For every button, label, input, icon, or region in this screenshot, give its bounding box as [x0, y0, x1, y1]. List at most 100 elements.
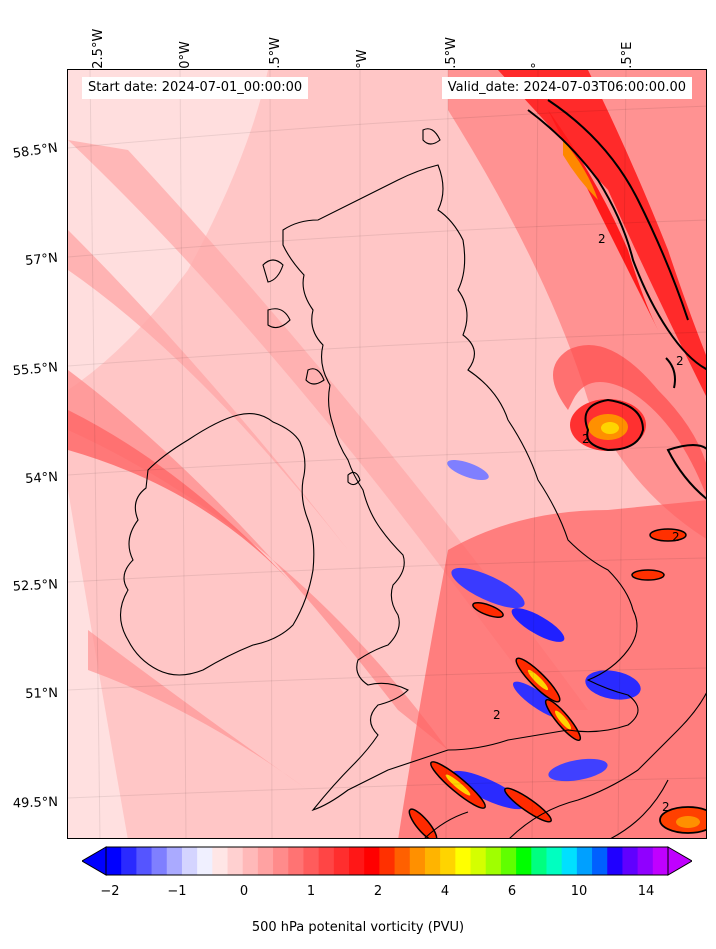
- colorbar-segment: [652, 847, 669, 875]
- lat-label-54n: 54°N: [24, 469, 59, 488]
- lat-label-51n: 51°N: [24, 685, 59, 703]
- colorbar-segment: [607, 847, 623, 875]
- pv-negative-patch: [451, 770, 525, 810]
- colorbar-segment: [288, 847, 304, 875]
- colorbar-segment: [546, 847, 563, 875]
- colorbar-segment: [516, 847, 532, 875]
- pv-map: [68, 70, 706, 838]
- colorbar-tick-label: 10: [570, 884, 588, 899]
- pv-positive-streak: [649, 528, 687, 542]
- pv-light-region-sw: [68, 490, 128, 838]
- coast-france: [509, 692, 706, 838]
- colorbar-segment: [394, 847, 411, 875]
- colorbar-tick-label: −2: [100, 884, 120, 899]
- colorbar-segment: [166, 847, 183, 875]
- lat-label-58.5n: 58.5°N: [11, 140, 59, 162]
- colorbar-segment: [106, 847, 122, 875]
- colorbar-segment: [197, 847, 213, 875]
- coast-island: [267, 308, 291, 329]
- colorbar-segment: [273, 847, 289, 875]
- colorbar-segment: [485, 847, 502, 875]
- pv-band-4: [68, 230, 348, 550]
- pv-positive-streak-core: [676, 816, 700, 828]
- colorbar-segment: [349, 847, 365, 875]
- pv-contour-2: [665, 357, 676, 389]
- pv-front-strong: [498, 70, 706, 396]
- pv-front-orange: [563, 140, 598, 200]
- colorbar-segment: [500, 847, 517, 875]
- colorbar-segment: [181, 847, 198, 875]
- contour-label: 2: [493, 708, 501, 722]
- coast-channel-islands: [424, 811, 469, 838]
- coast-great-britain: [282, 164, 639, 812]
- colorbar-segment: [364, 847, 380, 875]
- start-date-box: Start date: 2024-07-01_00:00:00: [82, 77, 309, 99]
- colorbar-svg: [81, 846, 693, 876]
- colorbar-segment: [379, 847, 396, 875]
- pv-positive-streak: [472, 602, 504, 618]
- coast-island: [305, 368, 325, 385]
- pv-contour-2: [527, 99, 706, 371]
- coast-france-2: [610, 779, 669, 838]
- lat-label-57n: 57°N: [24, 250, 59, 270]
- colorbar-tick-label: 4: [440, 884, 450, 899]
- colorbar-segment: [136, 847, 153, 875]
- graticule: [68, 70, 706, 838]
- pv-swirl-arm: [553, 345, 706, 495]
- coast-orkney: [422, 128, 441, 145]
- coast-island: [262, 259, 284, 283]
- pv-vortex-center: [601, 422, 619, 434]
- colorbar-extend-min: [81, 846, 107, 876]
- colorbar-segment: [440, 847, 456, 875]
- colorbar-segment: [151, 847, 168, 875]
- pv-negative-patch: [511, 608, 565, 642]
- contour-label: 2: [676, 354, 684, 368]
- coast-isle-of-man: [347, 471, 361, 486]
- valid-date-box: Valid_date: 2024-07-03T06:00:00.00: [441, 77, 692, 99]
- pv-positive-streak: [631, 569, 665, 581]
- colorbar-label: 500 hPa potenital vorticity (PVU): [251, 920, 465, 935]
- contour-label: 2: [672, 530, 680, 544]
- map-panel: [67, 69, 707, 839]
- contour-label: 2: [662, 800, 670, 814]
- colorbar-tick-label: −1: [167, 884, 187, 899]
- pv-band-2: [68, 370, 448, 750]
- pv-positive-streak: [504, 787, 552, 823]
- lat-label-52.5n: 52.5°N: [12, 577, 59, 595]
- colorbar: [81, 846, 693, 876]
- pv-contour-2: [584, 398, 645, 452]
- colorbar-segment: [470, 847, 487, 875]
- pv-contour-2: [666, 444, 706, 500]
- colorbar-tick-label: 6: [507, 884, 517, 899]
- colorbar-segment: [592, 847, 608, 875]
- colorbar-segment: [303, 847, 320, 875]
- colorbar-segment: [227, 847, 244, 875]
- colorbar-tick-label: 0: [239, 884, 249, 899]
- colorbar-segment: [637, 847, 654, 875]
- pv-band-3: [68, 410, 298, 590]
- contour-label: 2: [582, 432, 590, 446]
- colorbar-segment: [531, 847, 547, 875]
- pv-negative-patch: [548, 758, 608, 782]
- colorbar-segment: [257, 847, 274, 875]
- lat-label-49.5n: 49.5°N: [12, 794, 59, 812]
- lat-label-55.5n: 55.5°N: [12, 360, 59, 380]
- colorbar-segment: [242, 847, 259, 875]
- colorbar-tick-label: 1: [306, 884, 316, 899]
- colorbar-segment: [622, 847, 639, 875]
- colorbar-segment: [409, 847, 426, 875]
- pv-negative-patch: [451, 567, 525, 609]
- colorbar-segment: [424, 847, 441, 875]
- colorbar-segment: [561, 847, 578, 875]
- colorbar-tick-label: 2: [373, 884, 383, 899]
- colorbar-segment: [121, 847, 137, 875]
- pv-negative-patch: [447, 460, 489, 480]
- colorbar-frame: [105, 846, 669, 876]
- contour-label: 2: [598, 232, 606, 246]
- coast-ireland: [119, 413, 315, 676]
- colorbar-segment: [455, 847, 472, 875]
- pv-positive-streak-core: [527, 669, 549, 691]
- colorbar-extend-max: [667, 846, 693, 876]
- pv-positive-streak-core: [554, 710, 572, 730]
- colorbar-segment: [318, 847, 335, 875]
